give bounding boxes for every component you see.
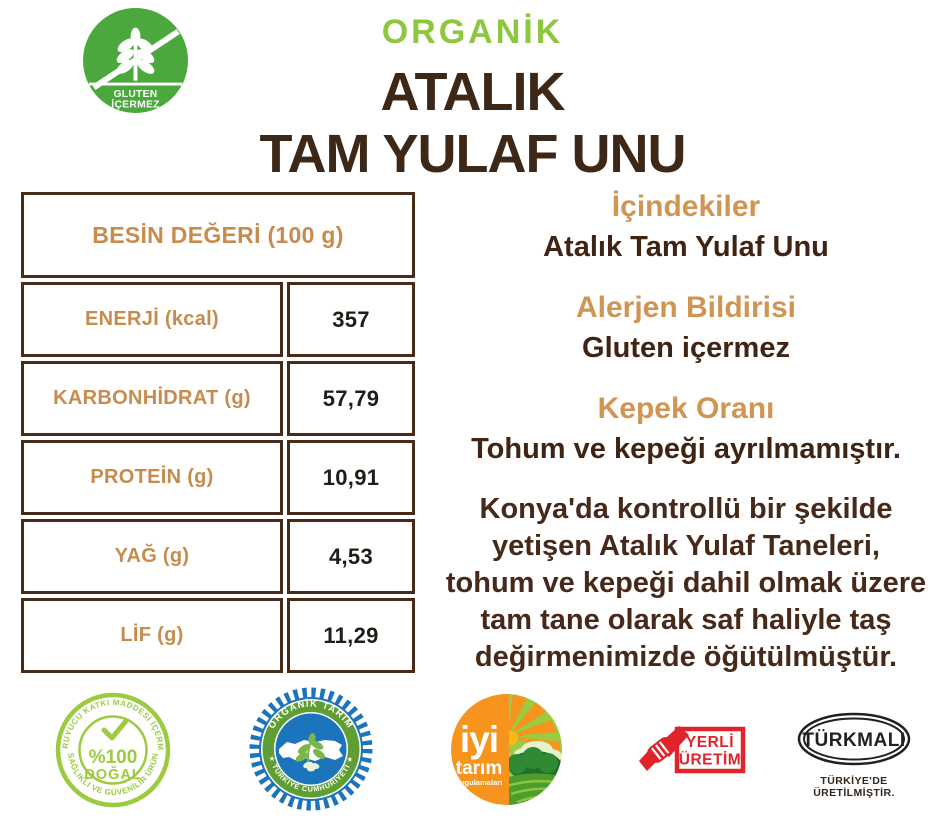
- yerli-line2: ÜRETİM: [679, 752, 741, 769]
- nutrition-row-label: LİF (g): [21, 598, 283, 673]
- nutrition-row-value: 11,29: [287, 598, 415, 673]
- dogal-badge: KORUYUCU KATKI MADDESİ İÇERMEZ SAĞLIKLI …: [51, 684, 172, 814]
- turkey-map-icon: [279, 740, 343, 761]
- product-title: ATALIK TAM YULAF UNU: [259, 62, 687, 184]
- section-body: Tohum ve kepeği ayrılmamıştır.: [471, 433, 901, 465]
- handshake-icon: [639, 726, 689, 771]
- organik-label: ORGANİK: [381, 13, 564, 51]
- iyi-line3: uygulamaları: [456, 778, 503, 787]
- turkmali-oval-icon: TÜRKMALI: [797, 712, 911, 766]
- yerli-uretim-badge: YERLİ ÜRETİM: [637, 713, 749, 790]
- section-heading: Alerjen Bildirisi: [575, 291, 797, 324]
- nutrition-table: BESİN DEĞERİ (100 g) ENERJİ (kcal) 357 K…: [21, 192, 415, 673]
- yerli-uretim-icon: YERLİ ÜRETİM: [639, 726, 746, 774]
- organik-tarim-seal-icon: ORGANİK TARIM ★ TÜRKİYE CUMHURİYETİ ★: [249, 687, 373, 811]
- section-body: Gluten içermez: [582, 332, 790, 364]
- brand-header: ORGANİK ATALIK TAM YULAF UNU: [0, 0, 945, 185]
- nutrition-row-value: 357: [287, 282, 415, 357]
- iyi-line2: tarım: [456, 758, 502, 779]
- nutrition-row-label: KARBONHİDRAT (g): [21, 361, 283, 436]
- dogal-percent: %100: [89, 747, 138, 768]
- nutrition-row-label: YAĞ (g): [21, 519, 283, 594]
- turkmali-caption: TÜRKİYE'DE ÜRETİLMİŞTİR.: [813, 775, 895, 799]
- description-paragraph: Konya'da kontrollü bir şekilde yetişen A…: [445, 493, 927, 673]
- wheat-icon: [116, 27, 155, 81]
- nutrition-row-value: 4,53: [287, 519, 415, 594]
- dogal-arc-top: KORUYUCU KATKI MADDESİ İÇERMEZ: [51, 684, 165, 751]
- nutrition-row-label: ENERJİ (kcal): [21, 282, 283, 357]
- info-section-ingredients: İçindekiler Atalık Tam Yulaf Unu: [430, 188, 942, 265]
- info-section-allergen: Alerjen Bildirisi Gluten içermez: [430, 289, 942, 366]
- iyi-line1: iyi: [460, 719, 498, 760]
- yerli-line1: YERLİ: [686, 734, 734, 751]
- organik-tarim-badge: ORGANİK TARIM ★ TÜRKİYE CUMHURİYETİ ★: [249, 687, 373, 816]
- section-heading: Kepek Oranı: [597, 392, 775, 425]
- nutrition-row-value: 10,91: [287, 440, 415, 515]
- oat-spray-icon: [295, 733, 326, 772]
- nutrition-row-value: 57,79: [287, 361, 415, 436]
- iyi-tarim-badge: iyi tarım uygulamaları: [451, 694, 562, 810]
- gluten-badge-line1: GLUTEN: [113, 89, 157, 100]
- dogal-label: DOĞAL: [84, 765, 141, 783]
- gluten-free-icon: GLUTEN İÇERMEZ: [83, 8, 188, 113]
- checkmark-icon: [101, 718, 129, 741]
- gluten-free-badge: GLUTEN İÇERMEZ: [83, 8, 188, 113]
- gluten-badge-line2: İÇERMEZ: [111, 98, 159, 111]
- turkmali-badge: TÜRKMALI TÜRKİYE'DE ÜRETİLMİŞTİR.: [790, 711, 918, 799]
- turkmali-text: TÜRKMALI: [802, 730, 905, 751]
- section-heading: İçindekiler: [611, 190, 761, 223]
- info-column: İçindekiler Atalık Tam Yulaf Unu Alerjen…: [430, 188, 942, 676]
- fields-icon: [505, 773, 562, 805]
- nutrition-table-header: BESİN DEĞERİ (100 g): [21, 192, 415, 278]
- section-body: Atalık Tam Yulaf Unu: [543, 231, 829, 263]
- dogal-stamp-icon: KORUYUCU KATKI MADDESİ İÇERMEZ SAĞLIKLI …: [51, 684, 171, 808]
- nutrition-row-label: PROTEİN (g): [21, 440, 283, 515]
- iyi-tarim-icon: iyi tarım uygulamaları: [451, 694, 562, 805]
- trees-icon: [507, 747, 562, 781]
- info-section-bran: Kepek Oranı Tohum ve kepeği ayrılmamıştı…: [430, 390, 942, 467]
- svg-text:KORUYUCU KATKI MADDESİ İÇERMEZ: KORUYUCU KATKI MADDESİ İÇERMEZ: [54, 691, 165, 751]
